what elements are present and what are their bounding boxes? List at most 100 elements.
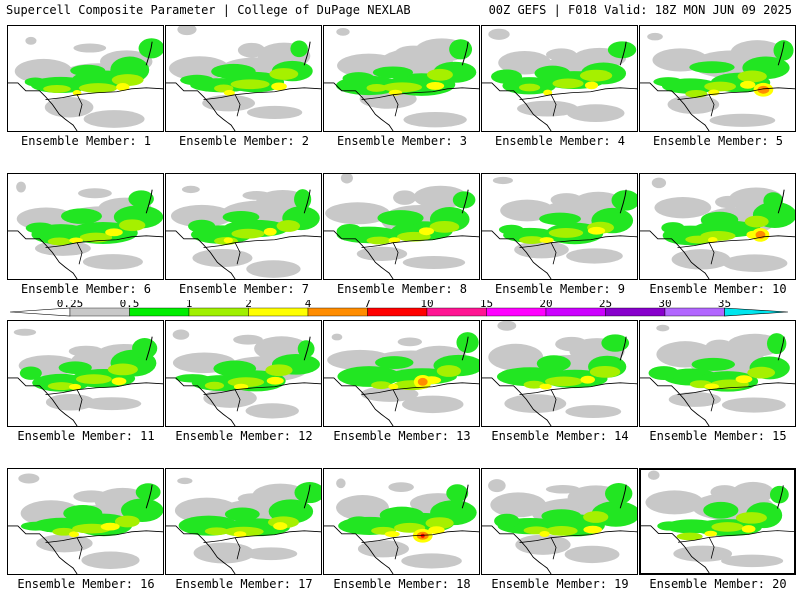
colorbar-tick-label: 10 — [420, 300, 433, 310]
scp-shading-gray — [181, 185, 200, 194]
member-panel-17[interactable] — [165, 468, 322, 575]
state-border-line — [392, 242, 399, 265]
scp-shading-gray — [497, 321, 517, 331]
member-panel-11[interactable] — [7, 320, 164, 427]
state-border-line — [324, 377, 394, 426]
member-panel-3[interactable] — [323, 25, 480, 132]
scp-shading-green — [224, 507, 260, 521]
member-panel-1[interactable] — [7, 25, 164, 132]
scp-shading-gray — [721, 554, 784, 568]
member-panel-2[interactable] — [165, 25, 322, 132]
scp-shading-green — [63, 504, 103, 522]
state-border-line — [677, 87, 795, 100]
member-panel-7[interactable] — [165, 173, 322, 280]
scp-shading-gray — [488, 479, 506, 493]
member-label-1: Ensemble Member: 1 — [20, 134, 152, 148]
scp-map — [8, 36, 163, 131]
scp-shading-gray — [671, 249, 731, 270]
scp-shading-gray — [172, 329, 190, 340]
scp-shading-gray — [68, 345, 104, 357]
scp-shading-yellow — [384, 531, 400, 538]
state-border-line — [677, 382, 795, 395]
scp-shading-gray — [242, 191, 271, 200]
scp-shading-lime — [265, 364, 293, 377]
scp-shading-yellow — [266, 376, 284, 385]
state-border-line — [519, 530, 637, 543]
state-border-line — [392, 389, 399, 412]
member-panel-13[interactable] — [323, 320, 480, 427]
scp-shading-yellow — [100, 522, 120, 531]
member-panel-6[interactable] — [7, 173, 164, 280]
state-border-line — [234, 537, 241, 560]
state-border-line — [392, 537, 399, 560]
scp-shading-gray — [403, 111, 467, 128]
scp-shading-gray — [564, 545, 620, 564]
scp-shading-gray — [83, 110, 145, 128]
scp-shading-green — [213, 360, 257, 377]
colorbar-tick-label: 25 — [599, 300, 612, 310]
scp-shading-gray — [710, 485, 739, 500]
member-panel-12[interactable] — [165, 320, 322, 427]
member-panel-18[interactable] — [323, 468, 480, 575]
scp-shading-lime — [78, 83, 118, 93]
scp-shading-green — [128, 190, 154, 208]
state-border-line — [461, 41, 469, 66]
scp-shading-yellow — [273, 522, 288, 531]
scp-shading-lime — [230, 79, 270, 90]
scp-shading-gray — [654, 197, 712, 219]
colorbar-tick-label: 15 — [480, 300, 493, 310]
member-panel-10[interactable] — [639, 173, 796, 280]
state-border-line — [303, 189, 311, 214]
scp-shading-lime — [735, 512, 767, 524]
member-panel-8[interactable] — [323, 173, 480, 280]
member-panel-15[interactable] — [639, 320, 796, 427]
scp-shading-green — [534, 65, 571, 81]
state-border-line — [45, 382, 163, 395]
scp-shading-lime — [204, 527, 229, 536]
scp-map — [482, 321, 637, 426]
scp-shading-green — [449, 39, 473, 60]
scp-shading-green — [24, 77, 46, 87]
scp-shading-yellow — [704, 530, 718, 537]
member-label-16: Ensemble Member: 16 — [17, 577, 155, 591]
scp-shading-gray — [498, 51, 551, 75]
state-border-line — [145, 336, 153, 361]
member-panel-20[interactable] — [639, 468, 796, 575]
scp-shading-gray — [545, 485, 580, 494]
member-panel-14[interactable] — [481, 320, 638, 427]
scp-shading-gray — [246, 260, 301, 278]
scp-shading-gray — [656, 324, 670, 332]
member-panel-5[interactable] — [639, 25, 796, 132]
scp-shading-yellow — [539, 237, 554, 244]
state-border-line — [708, 242, 715, 265]
scp-shading-lime — [47, 237, 71, 246]
scp-shading-gray — [237, 42, 266, 58]
scp-shading-green — [539, 212, 581, 226]
member-panel-16[interactable] — [7, 468, 164, 575]
scp-shading-lime — [676, 532, 703, 541]
scp-shading-lime — [43, 84, 71, 93]
scp-shading-green — [342, 72, 375, 85]
state-border-line — [303, 484, 311, 509]
scp-map — [8, 473, 163, 574]
scp-shading-gray — [25, 36, 37, 45]
scp-shading-green — [19, 366, 42, 380]
member-panel-4[interactable] — [481, 25, 638, 132]
scp-shading-green — [605, 483, 633, 505]
scp-shading-green — [703, 501, 739, 519]
colorbar-tick-label: 35 — [718, 300, 731, 310]
state-border-line — [461, 484, 469, 509]
scp-shading-lime — [548, 228, 584, 238]
scp-shading-green — [377, 210, 424, 226]
member-panel-9[interactable] — [481, 173, 638, 280]
scp-shading-lime — [544, 376, 583, 387]
scp-shading-gray — [668, 391, 721, 407]
state-border-line — [8, 377, 78, 426]
state-border-line — [392, 94, 399, 117]
member-panel-19[interactable] — [481, 468, 638, 575]
member-label-13: Ensemble Member: 13 — [333, 429, 471, 443]
scp-shading-yellow — [69, 237, 83, 244]
state-border-line — [361, 235, 479, 248]
scp-shading-lime — [107, 363, 138, 376]
scp-shading-yellow — [584, 81, 599, 90]
